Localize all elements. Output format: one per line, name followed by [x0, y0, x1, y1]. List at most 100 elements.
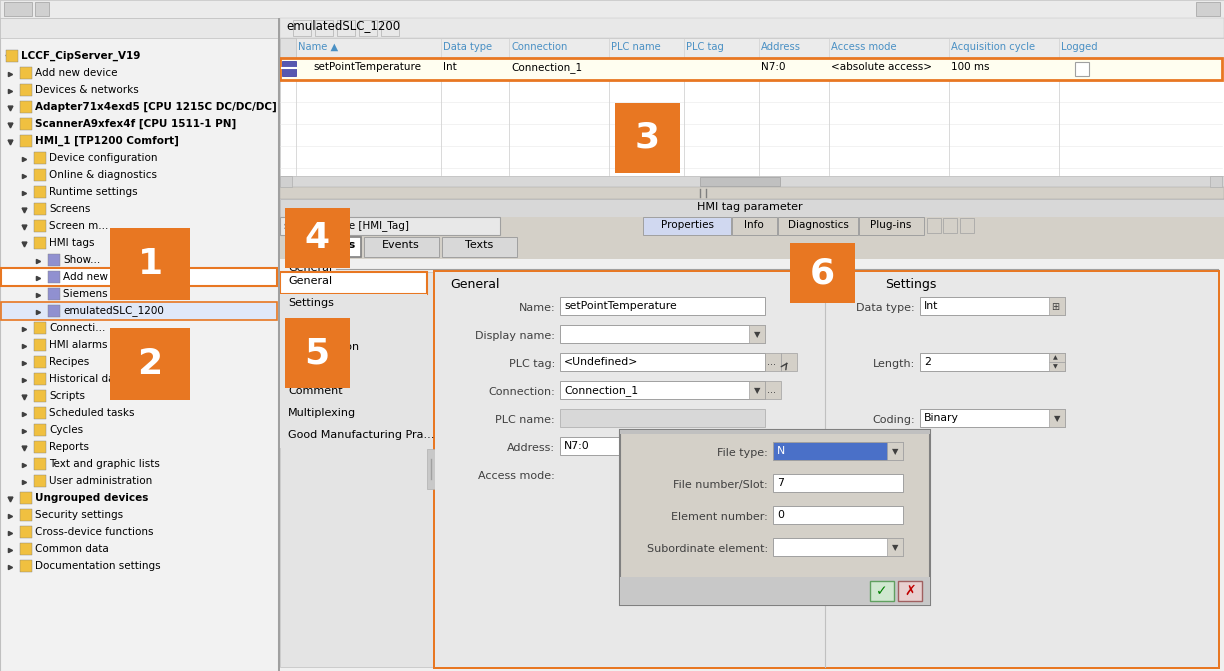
Text: ...: ...	[767, 385, 776, 395]
Bar	[48, 288, 60, 300]
Text: File number/Slot:: File number/Slot:	[673, 480, 767, 490]
Text: 3: 3	[634, 121, 660, 155]
Text: Recipes: Recipes	[49, 357, 89, 367]
Text: HMI tags: HMI tags	[49, 238, 94, 248]
Bar	[621, 430, 930, 434]
Bar	[34, 322, 47, 334]
Text: 1: 1	[137, 247, 163, 281]
Bar	[4, 2, 32, 16]
Bar	[34, 220, 47, 232]
Text: User administration: User administration	[49, 476, 152, 486]
Bar	[280, 187, 1224, 199]
Bar	[774, 506, 903, 524]
Text: ...: ...	[767, 357, 776, 367]
Text: Linearization: Linearization	[288, 342, 360, 352]
Bar	[614, 103, 681, 173]
Bar	[20, 509, 32, 521]
Text: PLC tag: PLC tag	[685, 42, 723, 52]
Text: Connection:: Connection:	[488, 387, 554, 397]
Bar	[280, 176, 1224, 187]
Text: <absolute access>: <absolute access>	[831, 62, 931, 72]
Text: Device configuration: Device configuration	[49, 153, 158, 163]
Bar	[34, 237, 47, 249]
Text: ▼: ▼	[892, 447, 898, 456]
Text: ✗: ✗	[905, 584, 916, 598]
Text: 100 ms: 100 ms	[951, 62, 989, 72]
Text: Settings: Settings	[288, 298, 334, 308]
Text: Historical data: Historical data	[49, 374, 125, 384]
Bar	[280, 38, 1224, 187]
Text: Connection_1: Connection_1	[564, 385, 638, 396]
Bar	[749, 325, 765, 343]
Text: Scripts: Scripts	[49, 391, 84, 401]
Text: Ungrouped devices: Ungrouped devices	[35, 493, 148, 503]
Bar	[364, 237, 439, 257]
Bar	[20, 84, 32, 96]
Text: ▼: ▼	[892, 543, 898, 552]
Text: 3: 3	[634, 121, 660, 155]
Text: Info: Info	[744, 220, 764, 230]
Bar	[0, 0, 1224, 38]
Text: ▼: ▼	[754, 386, 760, 395]
Text: Int: Int	[924, 301, 939, 311]
Text: Data type: Data type	[443, 42, 492, 52]
Text: Coding:: Coding:	[873, 415, 916, 425]
Bar	[280, 217, 1224, 235]
Text: Access mode: Access mode	[831, 42, 897, 52]
Bar	[960, 218, 974, 233]
Bar	[621, 430, 930, 605]
Bar	[561, 297, 765, 315]
Bar	[280, 426, 427, 448]
Text: 2: 2	[924, 357, 931, 367]
Text: emulatedSLC_1200: emulatedSLC_1200	[62, 305, 164, 316]
Bar	[561, 325, 765, 343]
Text: PLC tag:: PLC tag:	[509, 359, 554, 369]
Bar	[643, 217, 731, 235]
Text: Name ▲: Name ▲	[297, 42, 338, 52]
Bar	[293, 20, 311, 36]
Text: ScannerA9xfex4f [CPU 1511-1 PN]: ScannerA9xfex4f [CPU 1511-1 PN]	[35, 119, 236, 129]
Text: Screen m...: Screen m...	[49, 221, 109, 231]
Bar	[778, 217, 858, 235]
Text: Settings: Settings	[885, 278, 936, 291]
Text: Runtime settings: Runtime settings	[49, 187, 137, 197]
Bar	[280, 404, 427, 426]
Bar	[285, 318, 350, 388]
Bar	[34, 203, 47, 215]
Text: PLC name: PLC name	[611, 42, 661, 52]
Text: LCCF_CipServer_V19: LCCF_CipServer_V19	[21, 51, 141, 61]
Text: Add new tag table: Add new tag table	[62, 272, 158, 282]
Text: <Undefined>: <Undefined>	[564, 357, 639, 367]
Text: HMI tag parameter: HMI tag parameter	[698, 202, 803, 212]
Text: Siemens Tags [1]: Siemens Tags [1]	[62, 289, 152, 299]
Bar	[280, 235, 1224, 259]
Bar	[898, 581, 922, 601]
Text: Display name:: Display name:	[475, 331, 554, 341]
Bar	[427, 449, 435, 489]
Text: ✓: ✓	[876, 584, 887, 598]
Text: emulatedSLC_1200: emulatedSLC_1200	[286, 19, 400, 32]
Bar	[765, 381, 781, 399]
Text: Cross-device functions: Cross-device functions	[35, 527, 153, 537]
Bar	[20, 67, 32, 79]
Bar	[280, 18, 1224, 38]
Bar	[280, 176, 293, 187]
Text: Scheduled tasks: Scheduled tasks	[49, 408, 135, 418]
Bar	[859, 217, 924, 235]
Bar	[749, 437, 765, 455]
Bar	[34, 356, 47, 368]
Text: General: General	[450, 278, 499, 291]
Bar	[34, 169, 47, 181]
Bar	[20, 135, 32, 147]
Bar	[280, 272, 435, 667]
Bar	[34, 441, 47, 453]
Bar	[6, 50, 18, 62]
Bar	[315, 20, 333, 36]
Text: Online & diagnostics: Online & diagnostics	[49, 170, 157, 180]
Text: Int: Int	[443, 62, 457, 72]
Bar	[20, 543, 32, 555]
Bar	[1049, 353, 1065, 362]
Bar	[286, 237, 361, 257]
Text: setPointTemperature: setPointTemperature	[564, 301, 677, 311]
Bar	[887, 442, 903, 460]
